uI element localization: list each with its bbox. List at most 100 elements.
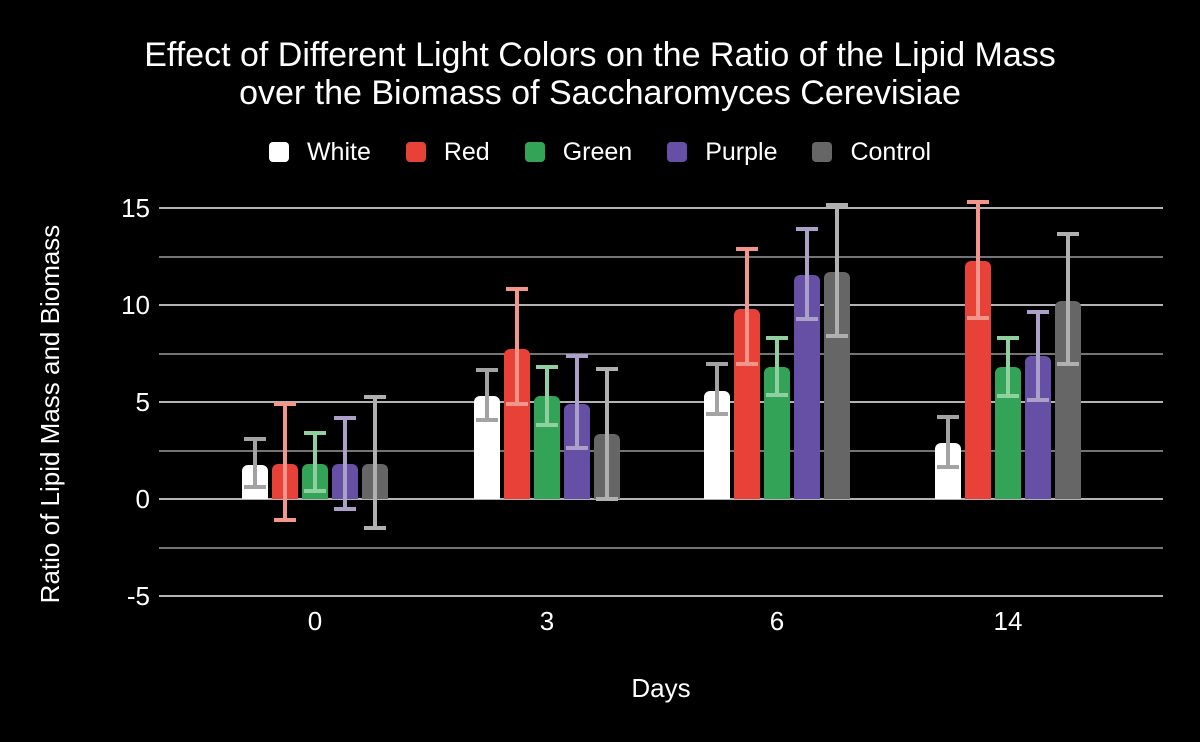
gridline-major-15	[159, 207, 1163, 209]
error-cap-bottom-purple-day0	[334, 506, 356, 511]
chart-title-line2: over the Biomass of Saccharomyces Cerevi…	[239, 74, 961, 112]
error-cap-top-control-day14	[1057, 232, 1079, 237]
legend-swatch-purple	[667, 142, 688, 162]
error-line-control-day3	[605, 369, 609, 499]
error-line-purple-day6	[805, 229, 809, 319]
error-cap-top-green-day3	[536, 365, 558, 370]
error-cap-bottom-green-day0	[304, 489, 326, 494]
error-line-control-day6	[835, 205, 839, 337]
error-line-white-day6	[715, 364, 719, 414]
error-cap-bottom-green-day6	[766, 393, 788, 398]
gridline-major-0	[159, 498, 1163, 500]
error-line-red-day3	[515, 289, 519, 404]
error-cap-top-green-day0	[304, 431, 326, 436]
error-line-green-day3	[545, 367, 549, 426]
error-cap-bottom-control-day3	[596, 497, 618, 501]
y-axis-title: Ratio of Lipid Mass and Biomass	[35, 224, 65, 604]
error-cap-top-white-day3	[476, 367, 498, 372]
error-cap-top-purple-day6	[796, 227, 818, 232]
error-cap-bottom-purple-day6	[796, 316, 818, 321]
error-cap-bottom-white-day0	[244, 485, 266, 490]
legend-item-green: Green	[524, 138, 633, 166]
error-cap-bottom-red-day3	[506, 401, 528, 406]
x-tick-label-14: 14	[993, 606, 1023, 636]
gridline-major-10	[159, 304, 1163, 306]
gridline-minor-12.5	[159, 255, 1163, 258]
error-cap-top-control-day3	[596, 367, 618, 372]
error-cap-bottom-red-day6	[736, 362, 758, 367]
error-cap-bottom-control-day6	[826, 334, 848, 339]
error-cap-bottom-purple-day3	[566, 445, 588, 450]
y-tick-label-15: 15	[121, 193, 150, 223]
error-cap-bottom-control-day14	[1057, 362, 1079, 367]
legend-item-white: White	[268, 138, 371, 166]
error-cap-top-control-day0	[364, 395, 386, 400]
y-tick-label-5: 5	[135, 387, 150, 417]
error-cap-bottom-green-day14	[997, 394, 1019, 399]
x-axis-title: Days	[631, 673, 691, 703]
error-line-red-day6	[745, 248, 749, 365]
y-tick-label-10: 10	[121, 290, 150, 320]
x-tick-label-3: 3	[539, 606, 555, 636]
error-cap-top-purple-day0	[334, 415, 356, 420]
error-cap-top-red-day6	[736, 246, 758, 251]
legend-item-control: Control	[812, 138, 932, 166]
error-cap-top-red-day14	[967, 200, 989, 205]
error-line-red-day0	[283, 403, 287, 521]
error-line-green-day14	[1006, 337, 1010, 397]
error-cap-bottom-red-day0	[274, 518, 296, 523]
legend-item-purple: Purple	[667, 138, 778, 166]
error-line-white-day0	[253, 438, 257, 488]
chart-title: Effect of Different Light Colors on the …	[0, 36, 1200, 112]
error-cap-bottom-white-day6	[706, 411, 728, 416]
legend-swatch-white	[268, 142, 289, 162]
error-cap-top-purple-day3	[566, 354, 588, 359]
error-cap-top-white-day0	[244, 436, 266, 441]
error-cap-top-red-day0	[274, 401, 296, 406]
legend-swatch-red	[405, 142, 426, 162]
x-tick-label-0: 0	[307, 606, 323, 636]
error-cap-top-white-day6	[706, 362, 728, 367]
error-cap-top-green-day14	[997, 335, 1019, 340]
error-line-white-day3	[485, 369, 489, 421]
error-line-control-day14	[1066, 234, 1070, 365]
x-tick-label-6: 6	[769, 606, 785, 636]
error-cap-bottom-green-day3	[536, 423, 558, 428]
gridline-major--5	[159, 595, 1163, 597]
legend-swatch-control	[812, 142, 833, 162]
error-line-green-day6	[775, 337, 779, 396]
legend-label-control: Control	[850, 138, 932, 166]
error-line-purple-day0	[343, 417, 347, 509]
legend-item-red: Red	[405, 138, 490, 166]
legend-swatch-green	[524, 142, 545, 162]
error-cap-top-green-day6	[766, 335, 788, 340]
error-line-white-day14	[946, 416, 950, 467]
legend-label-red: Red	[443, 138, 490, 166]
gridline-minor--2.5	[159, 546, 1163, 549]
error-line-red-day14	[976, 202, 980, 318]
error-cap-bottom-white-day14	[937, 464, 959, 469]
legend-label-white: White	[306, 138, 371, 166]
error-cap-top-white-day14	[937, 414, 959, 419]
error-line-purple-day3	[575, 356, 579, 448]
legend-label-green: Green	[562, 138, 633, 166]
error-cap-top-red-day3	[506, 287, 528, 292]
gridline-minor-7.5	[159, 352, 1163, 355]
y-tick-label--5: -5	[126, 581, 150, 611]
gridline-major-5	[159, 401, 1163, 403]
error-cap-bottom-red-day14	[967, 315, 989, 320]
error-line-control-day0	[373, 397, 377, 529]
error-cap-bottom-control-day0	[364, 526, 386, 531]
y-tick-label-0: 0	[135, 484, 150, 514]
legend-label-purple: Purple	[705, 138, 778, 166]
error-cap-top-purple-day14	[1027, 309, 1049, 314]
gridline-minor-2.5	[159, 449, 1163, 452]
legend: White Red Green Purple Control	[0, 138, 1200, 166]
error-cap-bottom-purple-day14	[1027, 398, 1049, 403]
chart-title-line1: Effect of Different Light Colors on the …	[144, 36, 1056, 74]
error-cap-top-control-day6	[826, 203, 848, 208]
error-line-purple-day14	[1036, 311, 1040, 401]
error-cap-bottom-white-day3	[476, 418, 498, 423]
